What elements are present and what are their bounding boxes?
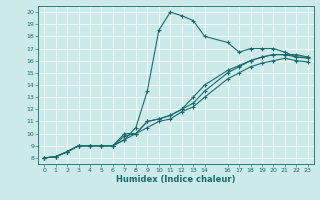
- X-axis label: Humidex (Indice chaleur): Humidex (Indice chaleur): [116, 175, 236, 184]
